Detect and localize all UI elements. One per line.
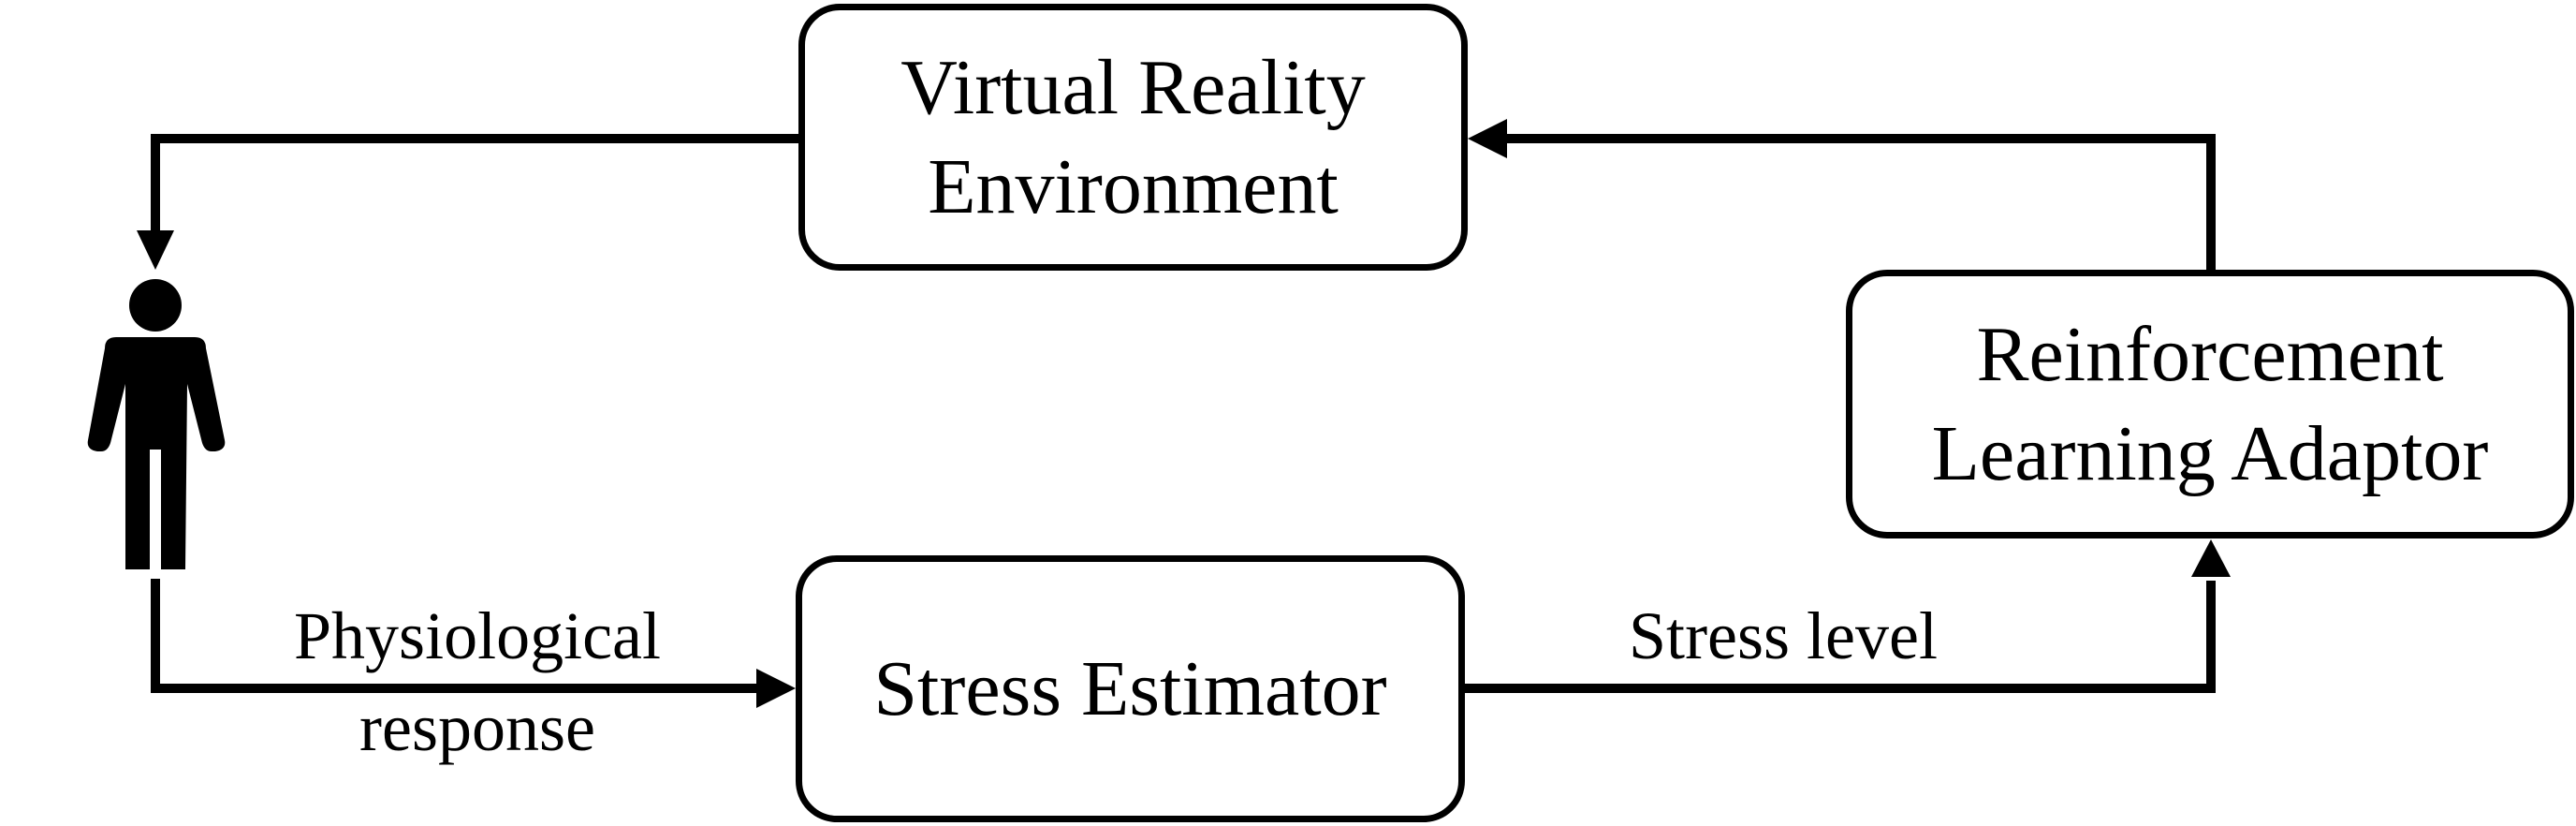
arrowhead-person-to-estimator [756,669,796,708]
arrow-vr-to-person [151,134,798,232]
rl-label-line-1: Reinforcement [1976,310,2444,398]
stress-level-label: Stress level [1554,590,2012,682]
arrowhead-adaptor-to-vr [1468,119,1507,158]
arrowhead-estimator-to-adaptor [2191,539,2231,577]
arrowhead-vr-to-person [137,230,174,270]
stress-level-text: Stress level [1629,598,1938,673]
person-icon [87,279,226,569]
arrow-estimator-to-adaptor [1465,581,2216,693]
physio-label-line-1: Physiological [294,598,661,673]
vr-label-line-1: Virtual Reality [900,43,1366,131]
se-label: Stress Estimator [873,644,1387,732]
arrow-person-to-estimator [151,579,758,693]
person-head [129,279,182,332]
reinforcement-learning-adaptor-box: Reinforcement Learning Adaptor [1846,270,2574,538]
rl-label-line-2: Learning Adaptor [1931,409,2489,497]
virtual-reality-environment-box: Virtual Reality Environment [798,4,1468,271]
physiological-response-label: Physiological response [225,590,730,774]
physio-label-line-2: response [359,690,595,765]
stress-estimator-box: Stress Estimator [796,555,1465,822]
person-body [87,337,226,569]
arrow-adaptor-to-vr [1505,134,2216,270]
vr-label-line-2: Environment [928,142,1339,230]
